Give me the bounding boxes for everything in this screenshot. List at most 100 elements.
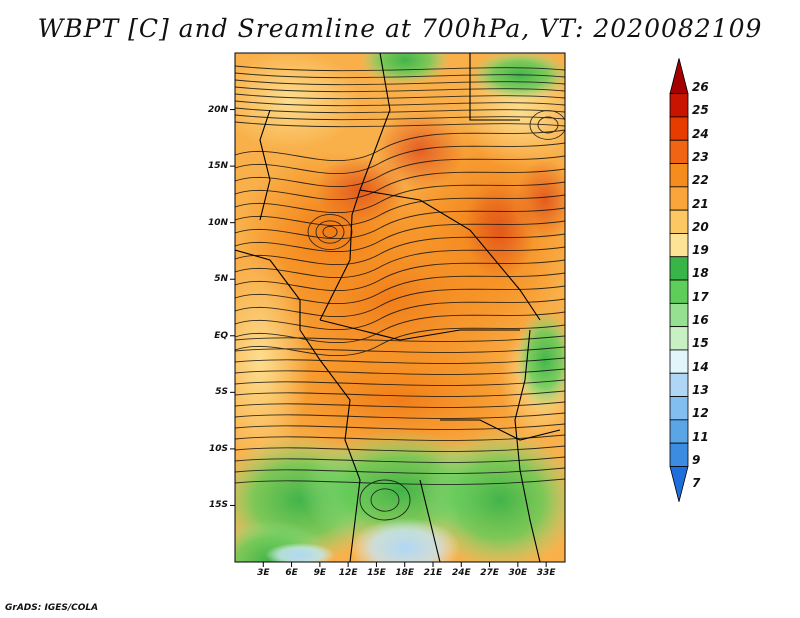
lon-label: 30E [508, 568, 528, 578]
streamline [235, 107, 565, 114]
lon-label: 21E [423, 568, 443, 578]
lon-label: 9E [313, 568, 327, 578]
border-line [514, 329, 541, 562]
lat-label: 10N [207, 217, 228, 228]
lon-label: 6E [285, 568, 298, 578]
shade-region-20 [265, 543, 335, 562]
map-frame [234, 52, 566, 563]
streamline [235, 412, 565, 419]
streamline [235, 285, 565, 318]
colorbar-swatch [669, 466, 689, 502]
vortex-circle [529, 110, 565, 140]
colorbar-label: 12 [692, 406, 709, 421]
shade-region-7 [250, 340, 550, 460]
streamline [235, 246, 565, 279]
streamline [235, 114, 565, 121]
streamline [235, 168, 565, 201]
colorbar-label: 24 [692, 126, 709, 141]
vortex-circle [322, 225, 338, 239]
streamline [235, 72, 565, 79]
colorbar-swatch [669, 279, 689, 304]
colorbar-swatch [669, 349, 689, 374]
lon-label: 3E [257, 568, 270, 578]
streamline [235, 379, 565, 386]
streamline [235, 434, 565, 441]
border-line [319, 319, 520, 341]
colorbar-label: 17 [692, 289, 709, 304]
streamline [235, 423, 565, 430]
streamline [235, 79, 565, 86]
streamline [235, 142, 565, 175]
border-line [469, 53, 520, 121]
colorbar-swatch [669, 302, 689, 328]
streamline [235, 65, 565, 72]
chart-title: WBPT [C] and Sreamline at 700hPa, VT: 20… [37, 14, 763, 43]
colorbar-label: 13 [692, 382, 709, 397]
streamline [235, 467, 565, 474]
shade-region-9 [235, 53, 360, 150]
lon-label: 15E [367, 568, 386, 578]
lat-label: 15S [208, 500, 228, 511]
colorbar-label: 19 [692, 243, 709, 258]
streamline [235, 445, 565, 452]
streamline [235, 478, 565, 485]
streamline [235, 298, 565, 331]
streamlines [235, 65, 565, 521]
streamline [235, 129, 565, 162]
streamline [235, 155, 565, 188]
colorbar-swatch [669, 93, 689, 118]
colorbar-label: 16 [692, 313, 709, 327]
lat-label: 20N [207, 104, 228, 115]
border-line [259, 109, 271, 221]
colorbar-swatch [669, 396, 689, 421]
colorbar-swatch [669, 186, 689, 211]
lon-label: 27E [480, 568, 499, 578]
grads-credit: GrADS: IGES/COLA [5, 603, 99, 613]
vortex-circle [370, 488, 400, 512]
colorbar-swatch [669, 442, 689, 467]
vortex-circle [359, 479, 411, 521]
streamline [235, 324, 565, 357]
streamline [235, 86, 565, 93]
vortex-circle [307, 213, 353, 251]
colorbar-swatch [669, 139, 689, 164]
streamline [235, 220, 565, 253]
colorbar-swatch [669, 116, 689, 141]
lon-label: 24E [451, 568, 471, 578]
lon-label: 18E [395, 568, 415, 578]
streamline [235, 346, 565, 353]
streamline [235, 233, 565, 266]
colorbar-swatch [669, 58, 689, 95]
lat-label: 10S [208, 443, 228, 454]
border-line [419, 479, 441, 562]
vortex-circle [537, 116, 559, 134]
colorbar-label: 23 [692, 149, 709, 164]
streamline [235, 357, 565, 364]
colorbar-label: 25 [692, 103, 709, 118]
border-line [440, 419, 561, 441]
streamline [235, 272, 565, 305]
colorbar-swatch [669, 326, 689, 351]
colorbar-swatch [669, 233, 689, 258]
shade-region-6 [515, 160, 565, 240]
streamline [235, 194, 565, 227]
colorbar-label: 26 [692, 80, 709, 94]
streamline [235, 311, 565, 344]
streamline [235, 456, 565, 463]
lat-label: 15N [207, 161, 228, 172]
colorbar-label: 14 [692, 359, 709, 374]
colorbar-label: 11 [692, 429, 709, 444]
colorbar-label: 15 [692, 336, 709, 351]
streamline [235, 207, 565, 240]
colorbar-label: 18 [692, 266, 709, 281]
shade-region-13 [470, 53, 565, 100]
colorbar-swatch [669, 372, 689, 397]
streamline [235, 335, 565, 342]
streamline [235, 100, 565, 107]
colorbar-label: 9 [692, 452, 701, 467]
border-line [359, 189, 541, 321]
country-borders [235, 53, 561, 562]
colorbar-label: 22 [692, 173, 709, 188]
streamline [235, 401, 565, 408]
